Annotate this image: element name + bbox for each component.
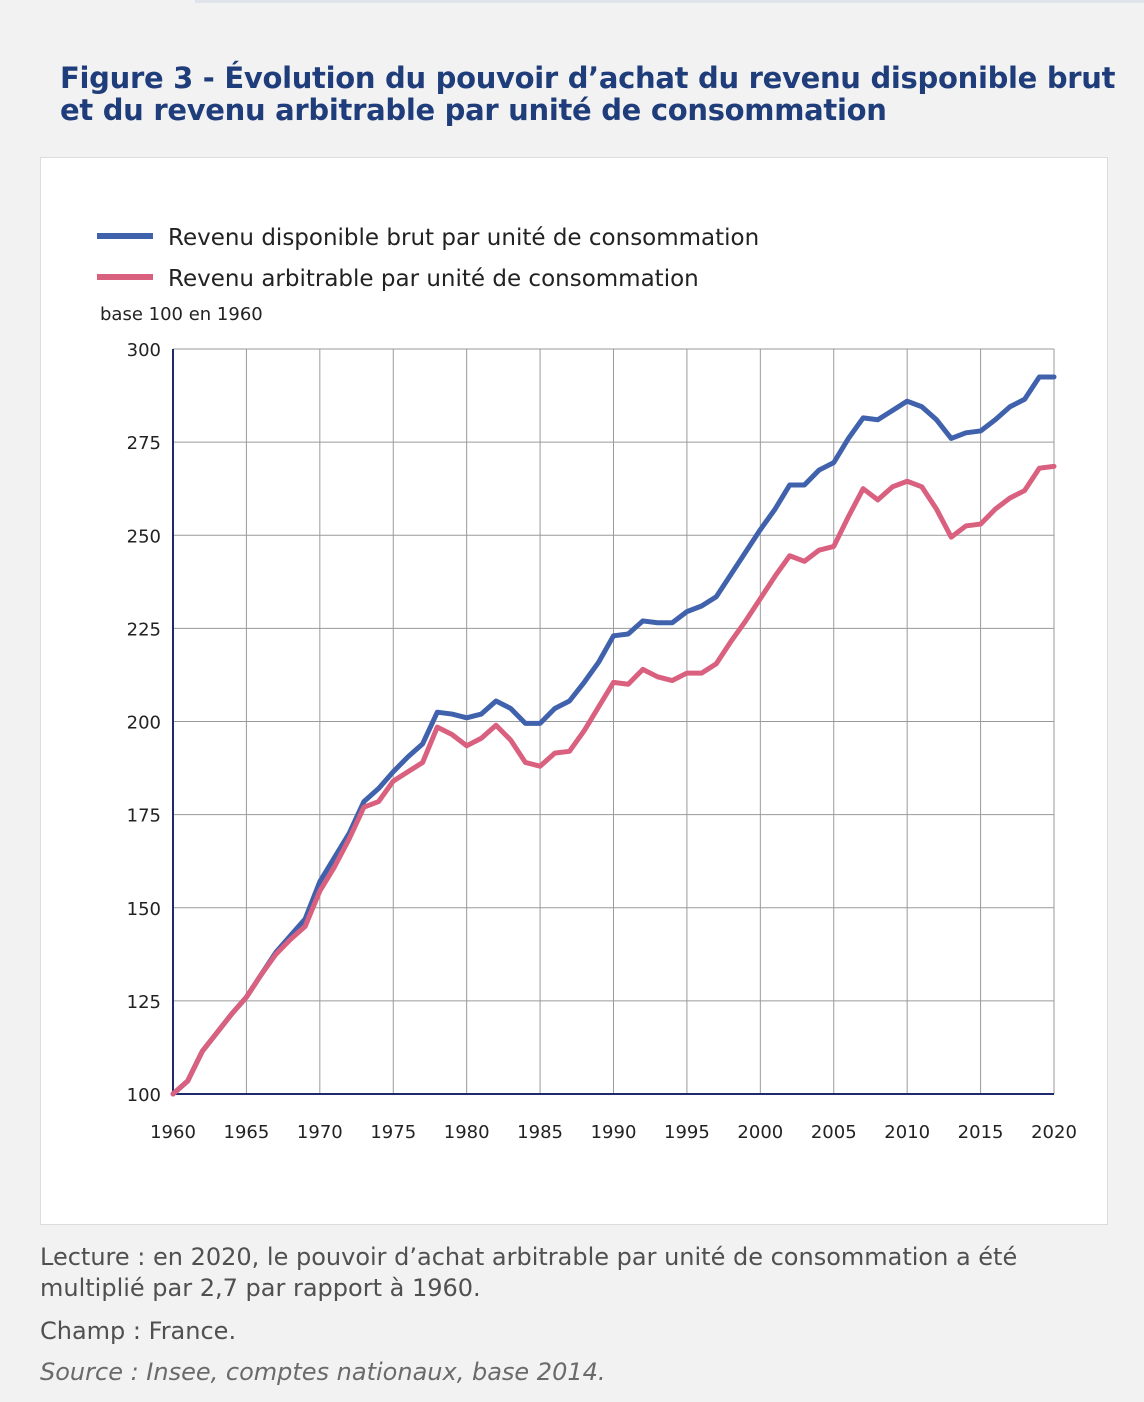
y-tick-label-100: 100 [127,1085,161,1106]
x-tick-label-1985: 1985 [517,1122,563,1143]
x-tick-label-2020: 2020 [1031,1122,1077,1143]
grid-layer [173,348,1055,1094]
lecture-note: Lecture : en 2020, le pouvoir d’achat ar… [40,1243,1018,1302]
y-tick-label-125: 125 [127,992,161,1013]
y-tick-label-175: 175 [127,806,161,827]
x-tick-label-1995: 1995 [664,1122,710,1143]
x-tick-label-1980: 1980 [444,1122,490,1143]
legend-label-arbitrable: Revenu arbitrable par unité de consommat… [168,266,699,292]
top-rule [195,0,1144,3]
chart-panel: 1960 1965 1970 1975 1980 1985 1990 1995 2000 2005… [40,157,1108,1225]
y-tick-label-250: 250 [127,526,161,547]
series-line-1 [170,463,1057,1097]
series-layer [170,374,1057,1097]
tick-layer: 1960 1965 1970 1975 1980 1985 1990 1995 2000 2005… [127,340,1077,1143]
x-tick-label-1970: 1970 [297,1122,343,1143]
y-axis-unit-label: base 100 en 1960 [100,304,263,325]
source-note: Source : Insee, comptes nationaux, base … [40,1358,606,1386]
legend-label-rdb: Revenu disponible brut par unité de cons… [168,225,759,251]
x-tick-label-1990: 1990 [591,1122,637,1143]
y-tick-label-225: 225 [127,619,161,640]
x-tick-label-2015: 2015 [958,1122,1004,1143]
y-tick-label-275: 275 [127,433,161,454]
x-tick-label-1965: 1965 [224,1122,270,1143]
x-tick-label-1975: 1975 [370,1122,416,1143]
x-tick-label-2010: 2010 [884,1122,930,1143]
y-tick-label-200: 200 [127,713,161,734]
x-tick-label-2000: 2000 [737,1122,783,1143]
x-tick-label-1960: 1960 [150,1122,196,1143]
series-line-0 [170,374,1057,1097]
y-tick-label-150: 150 [127,899,161,920]
axis-layer [172,349,1054,1095]
figure-title: Figure 3 - Évolution du pouvoir d’achat … [60,61,1116,127]
y-tick-label-300: 300 [127,340,161,361]
legend-layer: Revenu disponible brut par unité de cons… [97,225,759,292]
champ-note: Champ : France. [40,1317,237,1345]
line-chart: 1960 1965 1970 1975 1980 1985 1990 1995 2000 2005… [97,225,1077,1143]
x-tick-label-2005: 2005 [811,1122,857,1143]
